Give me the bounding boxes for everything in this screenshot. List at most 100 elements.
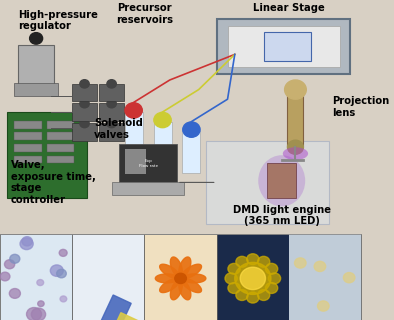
Circle shape — [175, 273, 186, 284]
Polygon shape — [170, 257, 182, 277]
Bar — [119, 144, 177, 182]
Bar — [228, 26, 340, 67]
Circle shape — [236, 256, 248, 267]
Text: DMD light engine
(365 nm LED): DMD light engine (365 nm LED) — [233, 205, 331, 227]
Circle shape — [228, 283, 240, 293]
Circle shape — [344, 273, 355, 283]
Text: High-pressure
regulator: High-pressure regulator — [18, 10, 98, 31]
Bar — [47, 144, 74, 152]
Bar — [15, 132, 41, 140]
Circle shape — [288, 140, 303, 154]
Bar — [289, 234, 361, 320]
Bar — [72, 234, 145, 320]
Circle shape — [258, 256, 270, 267]
Bar — [182, 131, 201, 173]
Circle shape — [225, 273, 237, 284]
Circle shape — [236, 290, 248, 300]
Bar — [47, 156, 74, 163]
Circle shape — [125, 103, 142, 118]
Ellipse shape — [258, 155, 305, 206]
Circle shape — [247, 292, 259, 303]
Bar — [267, 163, 296, 198]
Bar — [99, 84, 124, 101]
Bar — [47, 132, 74, 140]
Circle shape — [314, 261, 326, 272]
Bar — [125, 112, 143, 154]
Circle shape — [107, 100, 116, 108]
Circle shape — [20, 238, 33, 250]
Circle shape — [30, 33, 43, 44]
Circle shape — [295, 258, 306, 268]
Circle shape — [0, 272, 10, 281]
Bar — [217, 19, 350, 74]
Text: Solenoid
valves: Solenoid valves — [94, 118, 143, 140]
Circle shape — [80, 119, 89, 128]
Circle shape — [266, 283, 278, 293]
Bar — [0, 0, 361, 234]
Text: Precursor
reservoirs: Precursor reservoirs — [116, 3, 173, 25]
Circle shape — [31, 308, 46, 320]
Text: Linear Stage: Linear Stage — [253, 3, 325, 13]
Bar — [97, 295, 131, 320]
Bar — [0, 234, 72, 320]
Text: Exp
Flow rate: Exp Flow rate — [139, 159, 158, 167]
Circle shape — [284, 80, 306, 99]
Circle shape — [258, 290, 270, 300]
Circle shape — [10, 254, 20, 263]
Circle shape — [26, 308, 41, 320]
Circle shape — [38, 301, 44, 307]
Bar — [154, 122, 171, 163]
Bar — [15, 121, 41, 129]
Circle shape — [318, 301, 329, 311]
Bar — [99, 103, 124, 121]
Text: Projection
lens: Projection lens — [332, 96, 390, 118]
Circle shape — [228, 263, 240, 274]
Bar — [105, 313, 139, 320]
Bar — [145, 234, 217, 320]
Circle shape — [240, 267, 266, 290]
Bar — [125, 149, 146, 174]
Bar — [217, 234, 289, 320]
Polygon shape — [160, 278, 179, 292]
Circle shape — [37, 280, 44, 285]
Bar — [112, 182, 184, 195]
Bar — [72, 123, 97, 141]
Bar — [15, 83, 58, 96]
Circle shape — [266, 263, 278, 274]
Bar — [18, 45, 54, 86]
Circle shape — [9, 289, 20, 298]
Polygon shape — [179, 257, 191, 277]
Bar — [47, 121, 74, 129]
Text: Valve,
exposure time,
stage
controller: Valve, exposure time, stage controller — [11, 160, 96, 205]
Bar — [7, 112, 87, 198]
Polygon shape — [170, 280, 182, 300]
Circle shape — [22, 236, 32, 246]
Bar — [264, 32, 310, 61]
Polygon shape — [183, 274, 206, 283]
Ellipse shape — [283, 147, 308, 160]
Bar — [72, 103, 97, 121]
Bar — [206, 141, 329, 224]
Bar — [15, 144, 41, 152]
Circle shape — [235, 262, 271, 294]
Circle shape — [268, 273, 281, 284]
Bar — [289, 234, 361, 320]
Circle shape — [60, 296, 67, 302]
Bar — [287, 93, 303, 147]
Circle shape — [4, 260, 15, 269]
Circle shape — [57, 269, 66, 278]
Circle shape — [183, 122, 200, 137]
Circle shape — [154, 112, 171, 128]
Polygon shape — [182, 264, 201, 278]
Circle shape — [80, 80, 89, 88]
Circle shape — [80, 100, 89, 108]
Circle shape — [107, 80, 116, 88]
Circle shape — [107, 119, 116, 128]
Bar — [72, 84, 97, 101]
Polygon shape — [179, 280, 191, 300]
Circle shape — [50, 265, 63, 276]
Circle shape — [247, 254, 259, 265]
Bar — [99, 123, 124, 141]
Polygon shape — [182, 278, 201, 292]
Circle shape — [59, 249, 67, 256]
